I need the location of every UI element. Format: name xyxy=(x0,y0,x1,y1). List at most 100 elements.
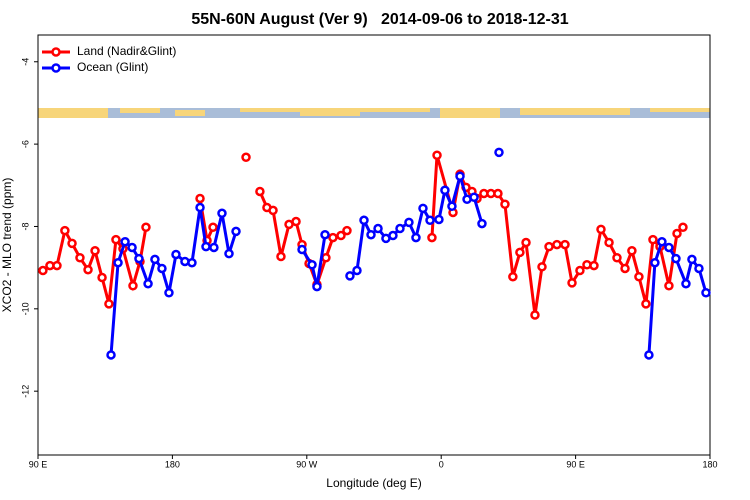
data-point xyxy=(701,288,711,298)
data-point xyxy=(634,271,644,282)
data-point xyxy=(434,214,444,225)
data-point xyxy=(604,237,614,248)
x-tick-label: 90 E xyxy=(29,459,48,469)
legend-marker xyxy=(51,47,61,57)
data-point xyxy=(493,188,503,199)
data-point xyxy=(681,278,691,289)
data-point xyxy=(67,238,77,249)
data-point xyxy=(455,171,465,181)
data-point xyxy=(276,251,286,262)
data-point xyxy=(209,242,219,253)
data-point xyxy=(544,241,554,252)
data-point xyxy=(418,203,428,214)
data-point xyxy=(52,260,62,271)
data-point xyxy=(671,253,681,264)
data-point xyxy=(687,254,697,265)
data-point xyxy=(307,260,317,270)
data-point xyxy=(447,201,457,212)
y-tick-label: -12 xyxy=(20,385,30,398)
data-point xyxy=(106,350,116,360)
data-point xyxy=(231,226,241,237)
legend-label: Land (Nadir&Glint) xyxy=(77,44,176,58)
y-tick-label: -10 xyxy=(20,302,30,315)
data-point xyxy=(521,237,531,248)
data-point xyxy=(171,249,181,260)
data-point xyxy=(241,152,251,163)
data-point xyxy=(373,223,383,234)
legend-marker xyxy=(51,63,61,73)
data-point xyxy=(596,224,606,235)
data-point xyxy=(342,225,352,236)
data-point xyxy=(395,223,405,234)
y-tick-label: -8 xyxy=(20,222,30,230)
data-point xyxy=(134,253,144,264)
x-tick-label: 0 xyxy=(439,459,444,469)
data-point xyxy=(297,244,307,255)
data-point xyxy=(508,271,518,282)
data-point xyxy=(104,299,114,309)
data-point xyxy=(120,236,130,247)
x-tick-label: 90 W xyxy=(296,459,318,469)
data-point xyxy=(352,265,362,276)
data-point xyxy=(359,215,369,226)
data-point xyxy=(469,192,479,202)
data-point xyxy=(694,263,704,274)
data-point xyxy=(150,254,160,265)
data-point xyxy=(552,239,562,250)
data-point xyxy=(208,222,218,233)
data-point xyxy=(678,222,688,233)
data-point xyxy=(291,216,301,227)
data-point xyxy=(113,257,123,268)
data-point xyxy=(320,229,330,240)
y-tick-label: -4 xyxy=(20,58,30,66)
data-point xyxy=(589,260,599,271)
data-point xyxy=(312,281,322,292)
data-point xyxy=(217,208,227,219)
data-point xyxy=(427,232,437,243)
data-point xyxy=(143,278,153,289)
plot-frame xyxy=(37,34,711,456)
data-point xyxy=(567,278,577,288)
data-point xyxy=(477,218,487,229)
data-point xyxy=(560,239,570,250)
data-point xyxy=(664,281,674,291)
data-point xyxy=(388,230,398,241)
data-point xyxy=(644,350,654,360)
data-point xyxy=(530,310,540,320)
data-point xyxy=(672,228,682,239)
data-point xyxy=(657,236,667,247)
x-tick-label: 180 xyxy=(165,459,180,469)
data-point xyxy=(328,232,338,243)
y-tick-label: -6 xyxy=(20,140,30,148)
data-point xyxy=(141,222,151,233)
data-point xyxy=(97,272,107,283)
data-point xyxy=(164,288,174,298)
data-point xyxy=(575,265,585,276)
data-point xyxy=(627,246,637,256)
data-point xyxy=(321,253,331,263)
data-point xyxy=(255,186,265,197)
data-point xyxy=(157,263,167,274)
y-axis-label: XCO2 - MLO trend (ppm) xyxy=(0,178,14,313)
data-point xyxy=(195,193,205,204)
x-tick-label: 90 E xyxy=(566,459,585,469)
chart-title: 55N-60N August (Ver 9) 2014-09-06 to 201… xyxy=(191,11,568,28)
data-point xyxy=(60,225,70,236)
data-point xyxy=(224,248,234,259)
data-point xyxy=(411,232,421,243)
data-point xyxy=(128,281,138,291)
data-point xyxy=(425,215,435,226)
map-strip xyxy=(38,108,710,118)
data-point xyxy=(440,185,450,195)
x-tick-label: 180 xyxy=(702,459,717,469)
data-point xyxy=(515,247,525,258)
data-point xyxy=(366,229,376,240)
data-point xyxy=(650,257,660,268)
data-point xyxy=(75,253,85,263)
data-point xyxy=(648,234,658,245)
data-point xyxy=(664,242,674,253)
data-point xyxy=(127,242,137,253)
data-point xyxy=(620,263,630,274)
data-point xyxy=(90,246,100,256)
